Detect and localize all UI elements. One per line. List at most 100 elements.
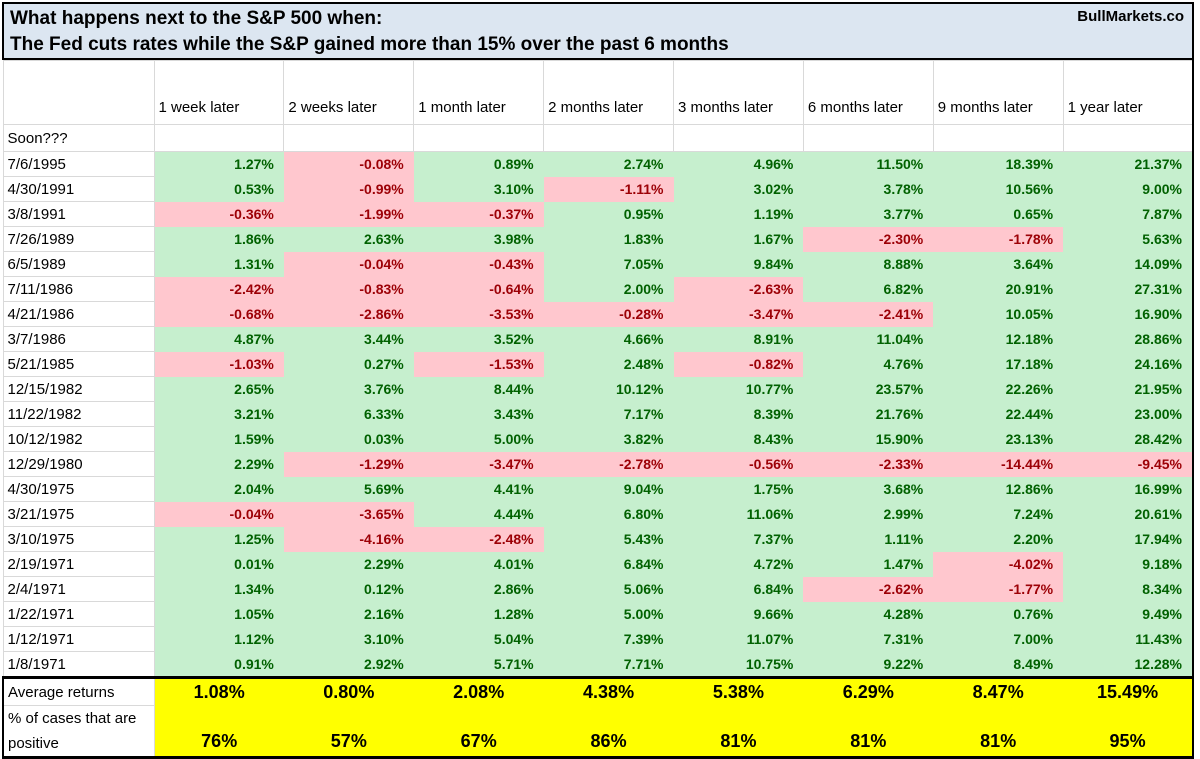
- return-cell: 2.63%: [283, 226, 414, 252]
- positive-value-cell: 95%: [1063, 705, 1193, 759]
- return-cell: -9.45%: [1063, 451, 1193, 477]
- return-cell: 22.44%: [933, 401, 1064, 427]
- return-cell: -2.42%: [154, 276, 284, 302]
- return-cell: 9.00%: [1063, 176, 1193, 202]
- return-cell: 21.95%: [1063, 376, 1193, 402]
- return-cell: 7.87%: [1063, 201, 1193, 227]
- return-cell: 1.11%: [803, 526, 934, 552]
- return-cell: 6.33%: [283, 401, 414, 427]
- date-cell: 7/26/1989: [2, 226, 155, 252]
- return-cell: 5.00%: [413, 426, 544, 452]
- return-cell: -0.04%: [283, 251, 414, 277]
- empty-cell: [543, 124, 674, 152]
- table-row: 1/8/1971 0.91% 2.92% 5.71% 7.71% 10.75% 9.22% 8…: [2, 651, 1193, 678]
- return-cell: 7.05%: [543, 251, 674, 277]
- returns-table: 1 week later 2 weeks later 1 month later 2 …: [2, 60, 1194, 759]
- empty-cell: [802, 124, 934, 152]
- column-header: 6 months later: [802, 60, 934, 125]
- return-cell: 4.72%: [673, 551, 804, 577]
- table-row: 4/30/1991 0.53% -0.99% 3.10% -1.11% 3.02% 3.78…: [2, 176, 1193, 202]
- return-cell: 7.71%: [543, 651, 674, 678]
- table-row: 1/12/1971 1.12% 3.10% 5.04% 7.39% 11.07% 7.31%…: [2, 626, 1193, 652]
- return-cell: 1.47%: [803, 551, 934, 577]
- return-cell: 10.77%: [673, 376, 804, 402]
- return-cell: 8.91%: [673, 326, 804, 352]
- return-cell: -1.29%: [283, 451, 414, 477]
- return-cell: -0.28%: [543, 301, 674, 327]
- return-cell: 1.59%: [154, 426, 284, 452]
- date-cell: 2/19/1971: [2, 551, 155, 577]
- table-row: 10/12/1982 1.59% 0.03% 5.00% 3.82% 8.43% 15.90…: [2, 426, 1193, 452]
- return-cell: 5.71%: [413, 651, 544, 678]
- return-cell: 2.99%: [803, 501, 934, 527]
- column-header-row: 1 week later 2 weeks later 1 month later 2 …: [2, 60, 1194, 125]
- return-cell: 0.27%: [283, 351, 414, 377]
- return-cell: 4.87%: [154, 326, 284, 352]
- return-cell: -3.47%: [413, 451, 544, 477]
- title-line-2: The Fed cuts rates while the S&P gained …: [10, 34, 729, 55]
- return-cell: 4.01%: [413, 551, 544, 577]
- return-cell: 8.39%: [673, 401, 804, 427]
- return-cell: 0.65%: [933, 201, 1064, 227]
- return-cell: 11.06%: [673, 501, 804, 527]
- return-cell: 21.76%: [803, 401, 934, 427]
- return-cell: 0.03%: [283, 426, 414, 452]
- return-cell: 2.92%: [283, 651, 414, 678]
- date-cell: 7/6/1995: [2, 151, 155, 177]
- return-cell: -2.41%: [803, 301, 934, 327]
- return-cell: 21.37%: [1063, 151, 1193, 177]
- return-cell: 11.43%: [1063, 626, 1193, 652]
- table-row: 2/4/1971 1.34% 0.12% 2.86% 5.06% 6.84% -2.62% -…: [2, 576, 1193, 602]
- return-cell: 9.18%: [1063, 551, 1193, 577]
- return-cell: -1.77%: [933, 576, 1064, 602]
- empty-cell: [673, 124, 804, 152]
- table-row: 1/22/1971 1.05% 2.16% 1.28% 5.00% 9.66% 4.28% 0…: [2, 601, 1193, 627]
- return-cell: 7.31%: [803, 626, 934, 652]
- return-cell: 6.84%: [543, 551, 674, 577]
- title-banner: What happens next to the S&P 500 when: T…: [2, 2, 1194, 60]
- column-header: 1 month later: [413, 60, 545, 125]
- return-cell: 1.67%: [673, 226, 804, 252]
- return-cell: 0.76%: [933, 601, 1064, 627]
- average-value-cell: 4.38%: [543, 676, 674, 706]
- return-cell: 12.86%: [933, 476, 1064, 502]
- return-cell: 1.75%: [673, 476, 804, 502]
- table-row: 7/26/1989 1.86% 2.63% 3.98% 1.83% 1.67% -2.30%…: [2, 226, 1193, 252]
- date-cell: 10/12/1982: [2, 426, 155, 452]
- return-cell: 0.53%: [154, 176, 284, 202]
- return-cell: -2.78%: [543, 451, 674, 477]
- return-cell: 0.01%: [154, 551, 284, 577]
- return-cell: 3.10%: [283, 626, 414, 652]
- return-cell: -0.43%: [413, 251, 544, 277]
- positive-label-cell: % of cases that are positive: [2, 705, 155, 759]
- return-cell: 10.56%: [933, 176, 1064, 202]
- return-cell: 17.18%: [933, 351, 1064, 377]
- date-cell: 4/30/1975: [2, 476, 155, 502]
- table-row: 11/22/1982 3.21% 6.33% 3.43% 7.17% 8.39% 21.76…: [2, 401, 1193, 427]
- table-row: 3/21/1975 -0.04% -3.65% 4.44% 6.80% 11.06% 2.9…: [2, 501, 1193, 527]
- column-header: 1 year later: [1062, 60, 1194, 125]
- table-row: 3/8/1991 -0.36% -1.99% -0.37% 0.95% 1.19% 3.77…: [2, 201, 1193, 227]
- return-cell: -2.48%: [413, 526, 544, 552]
- return-cell: 5.00%: [543, 601, 674, 627]
- return-cell: -2.86%: [283, 301, 414, 327]
- return-cell: 7.17%: [543, 401, 674, 427]
- return-cell: 3.82%: [543, 426, 674, 452]
- return-cell: 9.04%: [543, 476, 674, 502]
- average-row: Average returns 1.08% 0.80% 2.08% 4.38% 5.38%…: [2, 676, 1193, 706]
- return-cell: 20.61%: [1063, 501, 1193, 527]
- return-cell: 16.90%: [1063, 301, 1193, 327]
- return-cell: -2.30%: [803, 226, 934, 252]
- return-cell: -0.83%: [283, 276, 414, 302]
- empty-cell: [413, 124, 545, 152]
- positive-value-cell: 76%: [154, 705, 284, 759]
- return-cell: -0.99%: [283, 176, 414, 202]
- return-cell: 9.84%: [673, 251, 804, 277]
- column-header: 3 months later: [673, 60, 804, 125]
- return-cell: 3.64%: [933, 251, 1064, 277]
- column-header: 1 week later: [153, 60, 285, 125]
- average-value-cell: 1.08%: [154, 676, 284, 706]
- return-cell: -0.64%: [413, 276, 544, 302]
- return-cell: 8.44%: [413, 376, 544, 402]
